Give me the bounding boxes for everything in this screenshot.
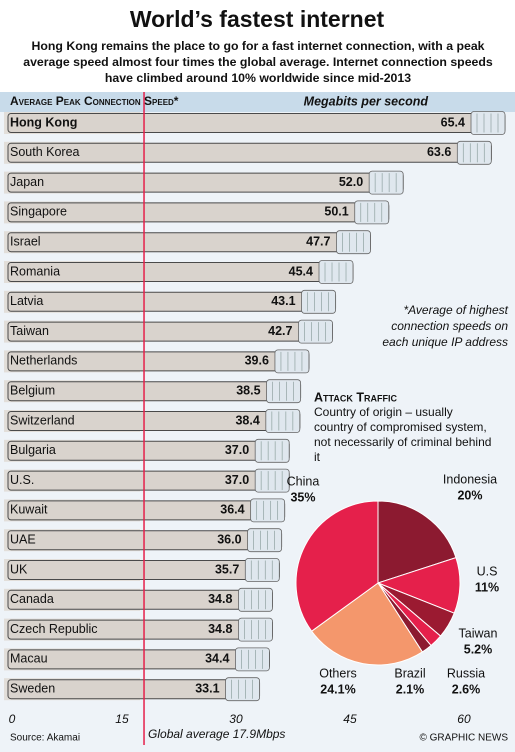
category-label: Sweden [10,681,55,695]
plug [301,289,336,314]
category-label: UAE [10,532,36,546]
value-label: 35.7 [215,562,239,576]
pie-value-label: 2.6% [452,682,481,696]
average-label: Global average 17.9Mbps [148,727,285,741]
plug [238,617,273,642]
category-label: U.S. [10,473,34,487]
pie-slice [295,500,379,632]
value-label: 37.0 [225,473,249,487]
plug [368,170,404,195]
category-label: South Korea [10,145,80,159]
value-label: 43.1 [271,294,295,308]
value-label: 34.8 [208,592,232,606]
value-label: 34.8 [208,622,232,636]
category-label: Latvia [10,294,43,308]
value-label: 36.0 [217,532,241,546]
plug [250,498,286,523]
pie-value-label: 11% [475,580,499,594]
category-label: Switzerland [10,413,75,427]
pie-label: Taiwan [459,626,498,640]
value-label: 50.1 [324,205,348,219]
x-tick-label: 0 [9,712,16,726]
plug [266,379,301,404]
value-label: 34.4 [205,652,229,666]
value-label: 38.5 [236,383,260,397]
pie-value-label: 24.1% [320,682,355,696]
category-label: Japan [10,175,44,189]
pie-slice [310,582,424,666]
pie-label: Russia [447,666,485,680]
x-tick-label: 15 [115,712,129,726]
category-label: Belgium [10,383,55,397]
value-label: 37.0 [225,443,249,457]
pie-label: Others [319,666,357,680]
plug [456,140,492,165]
category-label: Singapore [10,205,67,219]
header-bg [0,0,515,92]
axis-header-bg [0,92,515,112]
subtitle: Hong Kong remains the place to go for a … [23,39,493,85]
value-label: 38.4 [235,413,259,427]
value-label: 65.4 [441,115,465,129]
plug [238,587,273,612]
plug [247,528,282,553]
credit: © GRAPHIC NEWS [420,733,509,744]
value-label: 36.4 [220,503,244,517]
category-label: Taiwan [10,324,49,338]
pie-title: Attack Traffic [314,390,397,404]
bar [7,113,506,133]
category-label: Macau [10,652,48,666]
axis-title: Average Peak Connection Speed* [10,94,179,108]
plug [470,111,506,135]
category-label: Bulgaria [10,443,56,457]
pie-label: Brazil [394,666,425,680]
pie-label: China [287,474,320,488]
pie-label: U.S [477,564,498,578]
title: World’s fastest internet [130,6,385,32]
value-label: 63.6 [427,145,451,159]
pie-label: Indonesia [443,472,497,486]
pie-value-label: 20% [457,488,482,502]
pie-slice [377,500,457,584]
category-label: Hong Kong [10,115,77,129]
plug [318,260,354,284]
x-tick-label: 45 [343,712,357,726]
plug [274,349,310,374]
plug [235,647,270,672]
value-label: 42.7 [268,324,292,338]
pie-value-label: 5.2% [464,642,493,656]
pie-value-label: 35% [290,490,315,504]
plug [354,200,390,225]
plug [298,319,333,344]
source: Source: Akamai [10,733,80,744]
plug [254,468,290,493]
category-label: Canada [10,592,54,606]
x-tick-label: 30 [229,712,243,726]
x-tick-label: 60 [457,712,471,726]
plug [254,438,290,463]
footnote: *Average of highest connection speeds on… [382,303,508,349]
category-label: Kuwait [10,503,48,517]
value-label: 33.1 [195,681,219,695]
plug [244,558,280,582]
category-label: Romania [10,264,60,278]
value-label: 39.6 [245,354,269,368]
pie-value-label: 2.1% [396,682,425,696]
value-label: 47.7 [306,234,330,248]
plug [265,409,301,433]
value-label: 52.0 [339,175,363,189]
plug [225,677,260,702]
value-label: 45.4 [289,264,313,278]
plug [336,230,371,255]
category-label: Israel [10,234,41,248]
bar [7,142,492,163]
category-label: Netherlands [10,354,77,368]
unit-label: Megabits per second [304,94,429,108]
category-label: UK [10,562,28,576]
pie-subtitle: Country of origin – usually country of c… [314,405,492,464]
category-label: Czech Republic [10,622,98,636]
